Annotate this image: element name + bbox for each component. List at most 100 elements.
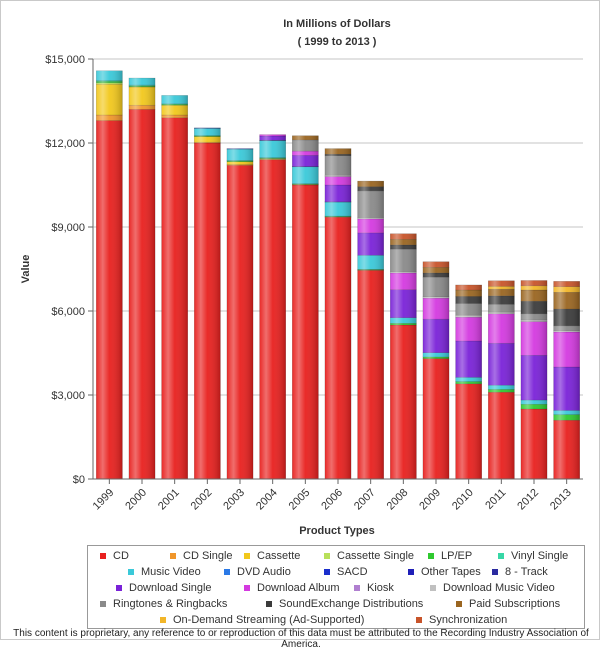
bar-segment[interactable] <box>554 332 580 367</box>
bar-segment[interactable] <box>390 234 416 240</box>
bar-segment[interactable] <box>488 286 514 289</box>
bar-segment[interactable] <box>423 262 449 268</box>
bar-segment[interactable] <box>325 149 351 155</box>
bar-segment[interactable] <box>194 143 220 479</box>
bar-segment[interactable] <box>456 303 482 315</box>
bar-segment[interactable] <box>488 304 514 312</box>
bar-segment[interactable] <box>488 389 514 392</box>
bar-segment[interactable] <box>390 249 416 271</box>
bar-segment[interactable] <box>456 315 482 317</box>
bar-segment[interactable] <box>325 177 351 185</box>
bar-segment[interactable] <box>488 343 514 385</box>
bar-segment[interactable] <box>325 156 351 176</box>
bar-segment[interactable] <box>129 105 155 109</box>
bar-segment[interactable] <box>390 323 416 325</box>
bar-segment[interactable] <box>456 377 482 381</box>
bar-segment[interactable] <box>488 314 514 343</box>
bar-segment[interactable] <box>325 185 351 202</box>
bar-segment[interactable] <box>227 165 253 479</box>
bar-segment[interactable] <box>488 296 514 304</box>
bar-segment[interactable] <box>358 181 384 187</box>
bar-segment[interactable] <box>554 326 580 331</box>
bar-segment[interactable] <box>456 341 482 377</box>
bar-segment[interactable] <box>423 359 449 479</box>
bar-segment[interactable] <box>129 78 155 85</box>
bar-segment[interactable] <box>423 353 449 357</box>
bar-segment[interactable] <box>423 298 449 319</box>
bar-segment[interactable] <box>488 289 514 296</box>
bar-segment[interactable] <box>162 118 188 479</box>
bar-segment[interactable] <box>554 410 580 414</box>
bar-segment[interactable] <box>521 286 547 290</box>
bar-segment[interactable] <box>390 239 416 245</box>
bar-segment[interactable] <box>521 320 547 322</box>
bar-segment[interactable] <box>358 270 384 479</box>
bar-segment[interactable] <box>521 280 547 285</box>
bar-segment[interactable] <box>521 322 547 356</box>
bar-segment[interactable] <box>390 325 416 479</box>
bar-segment[interactable] <box>423 277 449 297</box>
bar-segment[interactable] <box>488 385 514 389</box>
bar-segment[interactable] <box>456 382 482 384</box>
bar-segment[interactable] <box>96 121 122 479</box>
bar-segment[interactable] <box>423 319 449 353</box>
bar-segment[interactable] <box>325 202 351 216</box>
bar-segment[interactable] <box>456 290 482 296</box>
bar-segment[interactable] <box>358 219 384 233</box>
bar-segment[interactable] <box>456 296 482 303</box>
bar-segment[interactable] <box>292 185 318 479</box>
bar-segment[interactable] <box>521 314 547 320</box>
bar-segment[interactable] <box>162 95 188 103</box>
bar-segment[interactable] <box>456 384 482 479</box>
bar-segment[interactable] <box>456 317 482 341</box>
bar-segment[interactable] <box>521 400 547 404</box>
bar-segment[interactable] <box>488 392 514 479</box>
bar-segment[interactable] <box>260 160 286 479</box>
bar-segment[interactable] <box>260 135 286 136</box>
bar-segment[interactable] <box>96 71 122 81</box>
bar-segment[interactable] <box>325 217 351 479</box>
bar-segment[interactable] <box>194 128 220 135</box>
bar-segment[interactable] <box>488 312 514 314</box>
bar-segment[interactable] <box>292 140 318 151</box>
bar-segment[interactable] <box>227 162 253 165</box>
bar-segment[interactable] <box>194 137 220 143</box>
bar-segment[interactable] <box>554 287 580 293</box>
bar-segment[interactable] <box>358 255 384 269</box>
bar-segment[interactable] <box>292 151 318 155</box>
bar-segment[interactable] <box>358 191 384 218</box>
bar-segment[interactable] <box>521 301 547 314</box>
bar-segment[interactable] <box>456 285 482 290</box>
bar-segment[interactable] <box>292 136 318 140</box>
bar-segment[interactable] <box>162 105 188 115</box>
bar-segment[interactable] <box>554 281 580 286</box>
bar-segment[interactable] <box>292 155 318 166</box>
bar-segment[interactable] <box>423 273 449 277</box>
bar-segment[interactable] <box>554 292 580 309</box>
bar-segment[interactable] <box>554 415 580 421</box>
bar-segment[interactable] <box>292 167 318 184</box>
bar-segment[interactable] <box>390 290 416 318</box>
bar-segment[interactable] <box>358 187 384 191</box>
bar-segment[interactable] <box>390 245 416 249</box>
bar-segment[interactable] <box>260 136 286 140</box>
bar-segment[interactable] <box>488 281 514 287</box>
bar-segment[interactable] <box>162 115 188 118</box>
bar-segment[interactable] <box>390 318 416 324</box>
bar-segment[interactable] <box>423 267 449 273</box>
bar-segment[interactable] <box>129 109 155 479</box>
bar-segment[interactable] <box>423 357 449 359</box>
bar-segment[interactable] <box>129 87 155 105</box>
bar-segment[interactable] <box>390 273 416 290</box>
bar-segment[interactable] <box>260 141 286 158</box>
bar-segment[interactable] <box>521 355 547 400</box>
bar-segment[interactable] <box>554 309 580 326</box>
bar-segment[interactable] <box>521 404 547 409</box>
bar-segment[interactable] <box>554 367 580 410</box>
bar-segment[interactable] <box>227 149 253 160</box>
bar-segment[interactable] <box>96 115 122 121</box>
bar-segment[interactable] <box>96 84 122 115</box>
bar-segment[interactable] <box>521 290 547 301</box>
bar-segment[interactable] <box>554 420 580 479</box>
bar-segment[interactable] <box>358 233 384 255</box>
